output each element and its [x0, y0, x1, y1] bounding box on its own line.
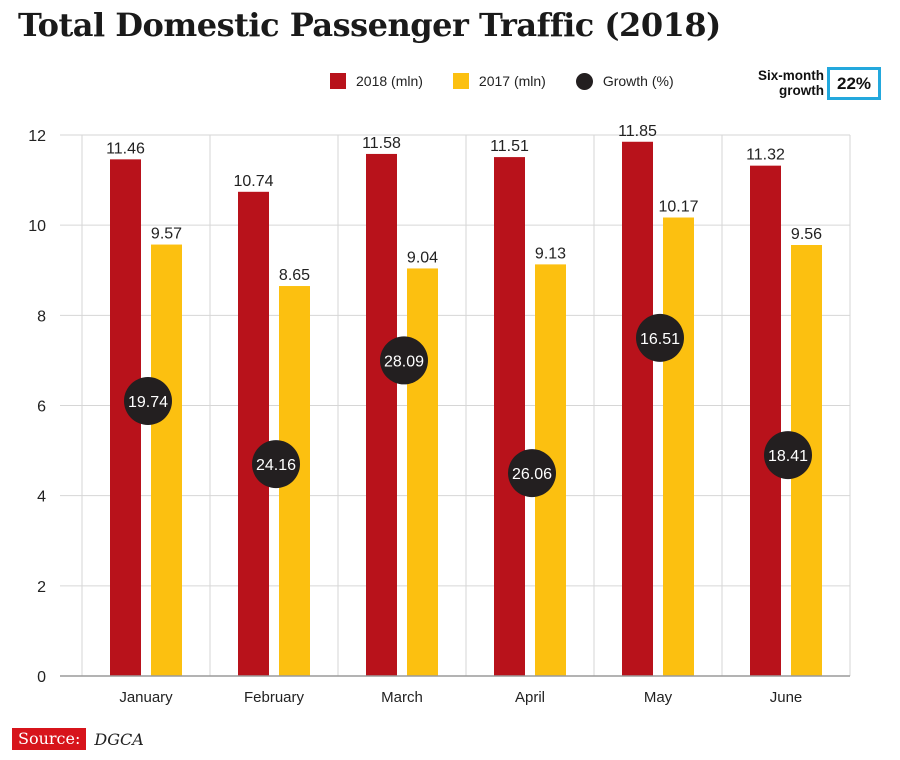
- bar-2017-may: [663, 217, 694, 676]
- growth-label-may: 16.51: [640, 331, 680, 348]
- chart-title: Total Domestic Passenger Traffic (2018): [18, 6, 721, 44]
- six-month-label-line1: Six-month: [758, 68, 824, 83]
- growth-label-march: 28.09: [384, 353, 424, 370]
- growth-label-june: 18.41: [768, 448, 808, 465]
- data-label-2018-february: 10.74: [233, 173, 273, 190]
- legend-swatch-2018: [330, 73, 346, 89]
- growth-marker-january: [124, 376, 172, 425]
- legend-label-2017: 2017 (mln): [478, 73, 546, 89]
- x-tick-label-february: February: [244, 689, 305, 706]
- y-tick-label: 6: [37, 399, 46, 416]
- legend-item-2018: 2018 (mln): [330, 73, 423, 89]
- growth-label-january: 19.74: [128, 394, 168, 411]
- y-tick-label: 8: [37, 308, 46, 325]
- growth-marker-april: [508, 449, 556, 498]
- source-value: DGCA: [94, 729, 144, 749]
- grid-layer: [60, 134, 851, 676]
- growth-label-april: 26.06: [512, 466, 552, 483]
- legend-item-growth: Growth (%): [575, 72, 674, 90]
- x-tick-label-june: June: [770, 689, 803, 706]
- growth-label-february: 24.16: [256, 457, 296, 474]
- growth-marker-june: [764, 431, 812, 480]
- growth-marker-march: [380, 336, 428, 385]
- data-label-2017-june: 9.56: [791, 226, 822, 243]
- data-label-2017-march: 9.04: [407, 249, 438, 266]
- data-label-2017-april: 9.13: [535, 245, 566, 262]
- data-label-2018-january: 11.46: [106, 140, 145, 157]
- legend-label-2018: 2018 (mln): [356, 73, 423, 89]
- growth-marker-may: [636, 313, 684, 362]
- six-month-label-line2: growth: [779, 83, 824, 98]
- legend-dot-growth: [575, 72, 593, 90]
- bar-2018-march: [366, 153, 397, 676]
- bar-2017-january: [151, 244, 182, 677]
- growth-marker-february: [252, 440, 300, 489]
- data-label-2018-june: 11.32: [746, 147, 785, 164]
- bar-2018-april: [494, 157, 525, 677]
- data-label-2018-march: 11.58: [362, 135, 401, 152]
- legend-swatch-2017: [452, 73, 469, 89]
- labels-layer: 11.46 9.57 10.74 8.65 11.58 9.04 11.51 9.13 11.8…: [106, 123, 822, 284]
- source-line: Source: DGCA: [12, 728, 144, 750]
- legend: 2018 (mln) 2017 (mln) Growth (%): [330, 72, 704, 90]
- y-tick-label: 2: [37, 579, 46, 596]
- data-label-2017-january: 9.57: [151, 226, 182, 243]
- growth-layer: 19.74 24.16 28.09 26.06 16.51 18.41: [124, 313, 812, 498]
- y-tick-label: 12: [28, 128, 46, 145]
- legend-label-growth: Growth (%): [602, 73, 674, 89]
- six-month-growth-value: 22%: [827, 67, 881, 100]
- axis-layer: 0 2 4 6 8 10 12 January February March April May Jun…: [28, 128, 850, 706]
- source-label: Source:: [12, 728, 87, 750]
- y-tick-label: 4: [37, 489, 46, 506]
- bar-2018-may: [622, 141, 653, 676]
- x-tick-label-march: March: [381, 689, 423, 706]
- x-tick-label-may: May: [644, 689, 673, 706]
- x-tick-label-january: January: [119, 689, 173, 706]
- x-tick-label-april: April: [515, 689, 545, 706]
- data-label-2018-may: 11.85: [618, 123, 657, 140]
- data-label-2018-april: 11.51: [490, 138, 529, 155]
- y-tick-label: 10: [28, 218, 46, 235]
- six-month-growth-label: Six-month growth: [740, 68, 824, 98]
- data-label-2017-may: 10.17: [658, 199, 698, 216]
- bar-2018-february: [238, 191, 269, 676]
- bar-chart: 11.46 9.57 10.74 8.65 11.58 9.04 11.51 9.13 11.8…: [28, 123, 851, 706]
- bar-2018-june: [750, 165, 781, 676]
- bar-2017-march: [407, 268, 438, 676]
- y-tick-label: 0: [37, 669, 46, 686]
- data-label-2017-february: 8.65: [279, 267, 310, 284]
- legend-item-2017: 2017 (mln): [452, 73, 546, 89]
